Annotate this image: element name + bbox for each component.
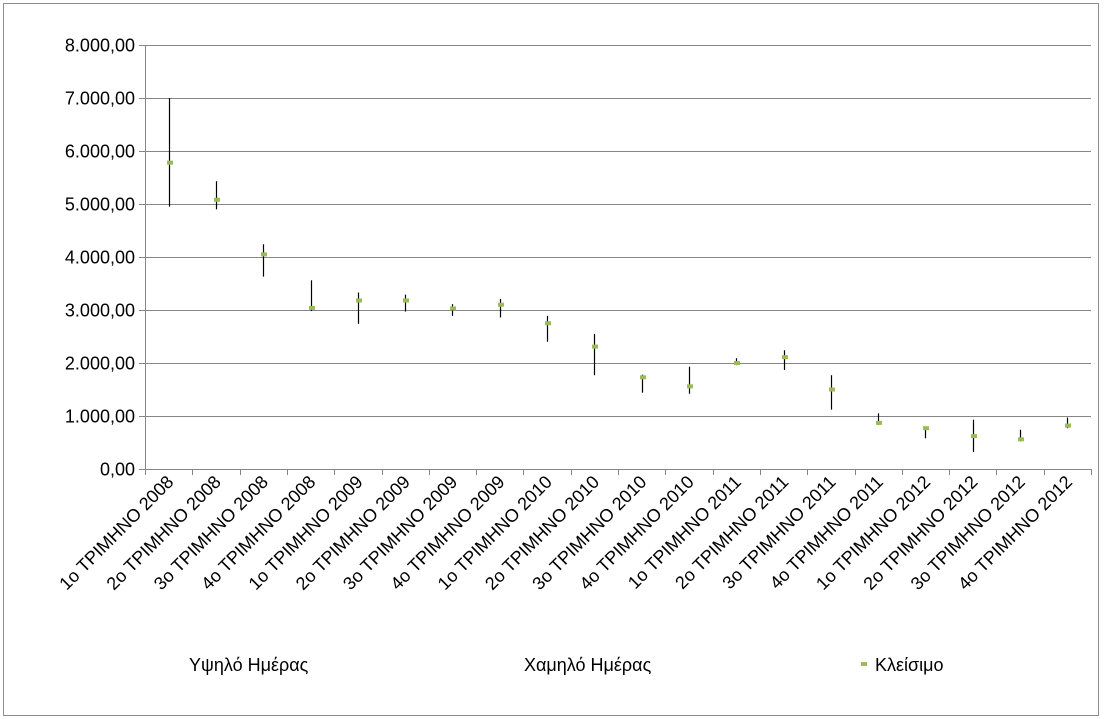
close-marker [1065, 423, 1071, 428]
high-low-lines [168, 98, 1069, 453]
close-marker [782, 355, 788, 360]
close-marker [309, 305, 315, 310]
close-marker [403, 298, 409, 303]
y-tick-label: 8.000,00 [65, 36, 135, 56]
close-marker [1018, 437, 1024, 442]
close-marker [876, 420, 882, 425]
close-marker [971, 434, 977, 439]
close-marker [592, 344, 598, 349]
close-marker [450, 306, 456, 311]
close-marker [829, 387, 835, 392]
legend-label-high: Υψηλό Ημέρας [189, 655, 309, 675]
legend-label-close: Κλείσιμο [875, 655, 944, 675]
chart-frame: 0,00 1.000,00 2.000,00 3.000,00 4.000,00 5.00… [3, 3, 1099, 716]
gridlines [145, 45, 1091, 417]
close-marker [734, 361, 740, 365]
close-marker [356, 298, 362, 303]
close-marker [498, 302, 504, 307]
close-marker [545, 321, 551, 326]
axes [139, 45, 1092, 475]
legend-label-low: Χαμηλό Ημέρας [524, 655, 652, 675]
y-tick-label: 2.000,00 [65, 354, 135, 374]
y-tick-labels: 0,00 1.000,00 2.000,00 3.000,00 4.000,00 5.00… [65, 36, 135, 480]
close-markers [167, 160, 1071, 442]
y-tick-label: 3.000,00 [65, 301, 135, 321]
y-tick-label: 7.000,00 [65, 89, 135, 109]
close-marker [687, 384, 693, 389]
legend: Υψηλό Ημέρας Χαμηλό Ημέρας Κλείσιμο [189, 655, 944, 675]
close-marker [261, 252, 267, 257]
stock-chart: 0,00 1.000,00 2.000,00 3.000,00 4.000,00 5.00… [55, 36, 1092, 675]
close-marker [214, 197, 220, 202]
y-tick-label: 0,00 [100, 460, 135, 480]
close-marker [167, 160, 173, 165]
y-tick-label: 6.000,00 [65, 142, 135, 162]
legend-marker-close [861, 662, 867, 666]
y-tick-label: 1.000,00 [65, 407, 135, 427]
close-marker [640, 375, 646, 380]
y-tick-label: 4.000,00 [65, 248, 135, 268]
close-marker [923, 426, 929, 431]
y-tick-label: 5.000,00 [65, 195, 135, 215]
